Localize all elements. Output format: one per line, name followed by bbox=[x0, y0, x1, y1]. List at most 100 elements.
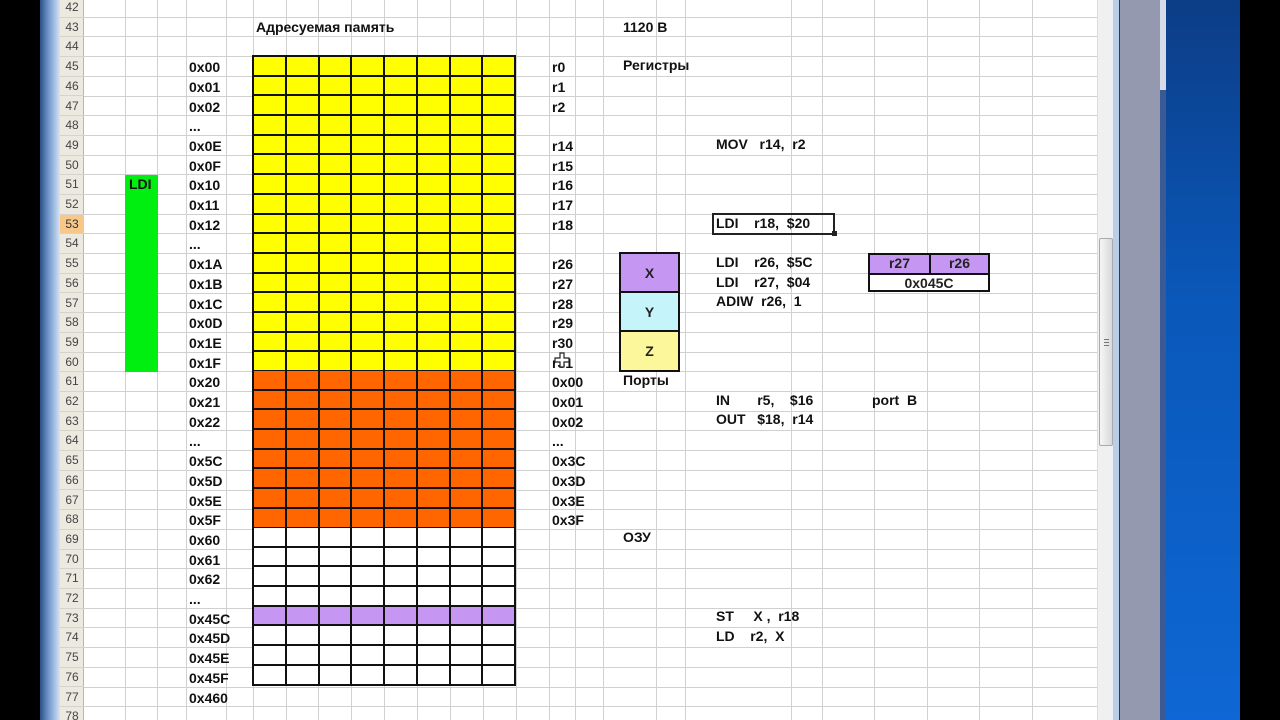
instr-ld[interactable]: LD r2, X bbox=[716, 628, 785, 644]
memory-byte bbox=[319, 489, 353, 509]
row-header[interactable]: 66 bbox=[60, 471, 84, 491]
memory-byte bbox=[254, 371, 287, 391]
memory-byte bbox=[450, 449, 484, 470]
row-header[interactable]: 59 bbox=[60, 333, 84, 353]
row-header[interactable]: 52 bbox=[60, 195, 84, 215]
memory-byte bbox=[352, 646, 385, 666]
address-label: 0x11 bbox=[189, 197, 220, 213]
row-header[interactable]: 69 bbox=[60, 530, 84, 550]
memory-byte bbox=[286, 547, 320, 568]
instr-adiw[interactable]: ADIW r26, 1 bbox=[716, 293, 802, 309]
spreadsheet-grid[interactable]: 42 43 44 45 46 47 48 49 50 51 52 53 54 55 56 57 58 59 60 61… bbox=[60, 0, 1097, 720]
row-header[interactable]: 62 bbox=[60, 392, 84, 412]
row-header[interactable]: 44 bbox=[60, 37, 84, 58]
register-label: r30 bbox=[552, 334, 574, 351]
row-header[interactable]: 73 bbox=[60, 609, 84, 629]
row-header[interactable]: 45 bbox=[60, 57, 84, 77]
port-label: 0x3F bbox=[552, 512, 584, 529]
memory-byte bbox=[417, 293, 451, 313]
memory-byte bbox=[385, 410, 418, 431]
row-header[interactable]: 71 bbox=[60, 569, 84, 589]
instr-in[interactable]: IN r5, $16 bbox=[716, 392, 814, 408]
memory-byte bbox=[286, 371, 320, 391]
instr-ldi-r18[interactable]: LDI r18, $20 bbox=[716, 215, 811, 231]
address-label: 0x5F bbox=[189, 512, 221, 529]
row-header[interactable]: 47 bbox=[60, 97, 84, 117]
port-label: 0x3C bbox=[552, 453, 586, 470]
x-register-pair: r27 r26 0x045C bbox=[868, 253, 990, 293]
memory-byte bbox=[286, 587, 320, 607]
scrollbar-thumb[interactable] bbox=[1099, 238, 1113, 446]
row-header[interactable]: 54 bbox=[60, 234, 84, 255]
row-header[interactable]: 78 bbox=[60, 707, 84, 720]
row-header[interactable]: 49 bbox=[60, 136, 84, 156]
memory-byte bbox=[319, 390, 353, 411]
gridline bbox=[84, 469, 1097, 471]
vertical-scrollbar[interactable] bbox=[1097, 0, 1113, 720]
instr-st[interactable]: ST X , r18 bbox=[716, 608, 800, 624]
row-header[interactable]: 65 bbox=[60, 451, 84, 471]
memory-byte bbox=[254, 155, 287, 176]
row-header[interactable]: 74 bbox=[60, 628, 84, 649]
row-header[interactable]: 51 bbox=[60, 175, 84, 195]
row-header[interactable]: 60 bbox=[60, 353, 84, 373]
register-label: r18 bbox=[552, 216, 574, 233]
memory-byte bbox=[483, 567, 516, 588]
row-header[interactable]: 64 bbox=[60, 431, 84, 452]
memory-byte bbox=[450, 587, 484, 607]
memory-byte bbox=[417, 234, 451, 254]
row-header[interactable]: 61 bbox=[60, 372, 84, 392]
row-header[interactable]: 56 bbox=[60, 274, 84, 294]
row-header[interactable]: 46 bbox=[60, 77, 84, 97]
instr-mov[interactable]: MOV r14, r2 bbox=[716, 136, 806, 152]
memory-byte bbox=[254, 352, 287, 372]
row-header[interactable]: 70 bbox=[60, 550, 84, 570]
memory-byte bbox=[385, 430, 418, 450]
memory-byte bbox=[417, 449, 451, 470]
port-label: 0x3D bbox=[552, 472, 586, 489]
gridline bbox=[84, 528, 1097, 530]
memory-byte bbox=[254, 528, 287, 548]
memory-byte bbox=[319, 410, 353, 431]
memory-byte bbox=[417, 390, 451, 411]
gridline bbox=[791, 0, 792, 720]
memory-byte bbox=[352, 547, 385, 568]
pointer-x: X bbox=[619, 252, 680, 293]
gridline bbox=[84, 391, 1097, 392]
memory-byte bbox=[286, 214, 320, 235]
row-header[interactable]: 42 bbox=[60, 0, 84, 18]
row-header[interactable]: 55 bbox=[60, 254, 84, 274]
row-header[interactable]: 67 bbox=[60, 491, 84, 511]
memory-byte bbox=[483, 76, 516, 97]
instr-ldi-r27[interactable]: LDI r27, $04 bbox=[716, 274, 811, 290]
row-header[interactable]: 72 bbox=[60, 589, 84, 609]
gridline bbox=[84, 371, 1097, 373]
row-header[interactable]: 68 bbox=[60, 510, 84, 530]
row-header[interactable]: 43 bbox=[60, 18, 84, 38]
row-header[interactable]: 50 bbox=[60, 156, 84, 176]
memory-byte bbox=[254, 449, 287, 470]
pointer-z: Z bbox=[619, 330, 680, 372]
instr-ldi-r26[interactable]: LDI r26, $5C bbox=[716, 254, 813, 270]
memory-byte bbox=[450, 410, 484, 431]
row-header[interactable]: 76 bbox=[60, 668, 84, 688]
row-header[interactable]: 77 bbox=[60, 688, 84, 708]
gridline bbox=[84, 706, 1097, 708]
row-header[interactable]: 75 bbox=[60, 648, 84, 668]
row-header[interactable]: 63 bbox=[60, 412, 84, 432]
memory-byte bbox=[254, 489, 287, 509]
memory-byte bbox=[417, 508, 451, 529]
memory-byte bbox=[385, 665, 418, 686]
row-header[interactable]: 48 bbox=[60, 116, 84, 136]
row-header[interactable]: 53 bbox=[60, 214, 84, 235]
row-header[interactable]: 58 bbox=[60, 313, 84, 333]
memory-byte bbox=[352, 410, 385, 431]
row-header[interactable]: 57 bbox=[60, 294, 84, 314]
address-label: ... bbox=[189, 118, 201, 135]
memory-byte bbox=[319, 293, 353, 313]
memory-byte bbox=[352, 489, 385, 509]
memory-byte bbox=[385, 96, 418, 117]
selected-cell[interactable] bbox=[712, 213, 835, 235]
instr-out[interactable]: OUT $18, r14 bbox=[716, 411, 814, 427]
fill-handle[interactable] bbox=[832, 231, 837, 236]
